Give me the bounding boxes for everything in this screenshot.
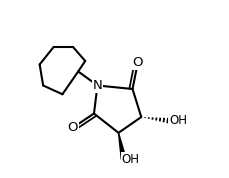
Text: N: N	[92, 79, 102, 92]
Text: O: O	[132, 56, 142, 69]
Text: OH: OH	[169, 114, 186, 127]
Text: OH: OH	[121, 153, 139, 166]
Polygon shape	[118, 133, 126, 159]
Text: O: O	[67, 121, 78, 134]
